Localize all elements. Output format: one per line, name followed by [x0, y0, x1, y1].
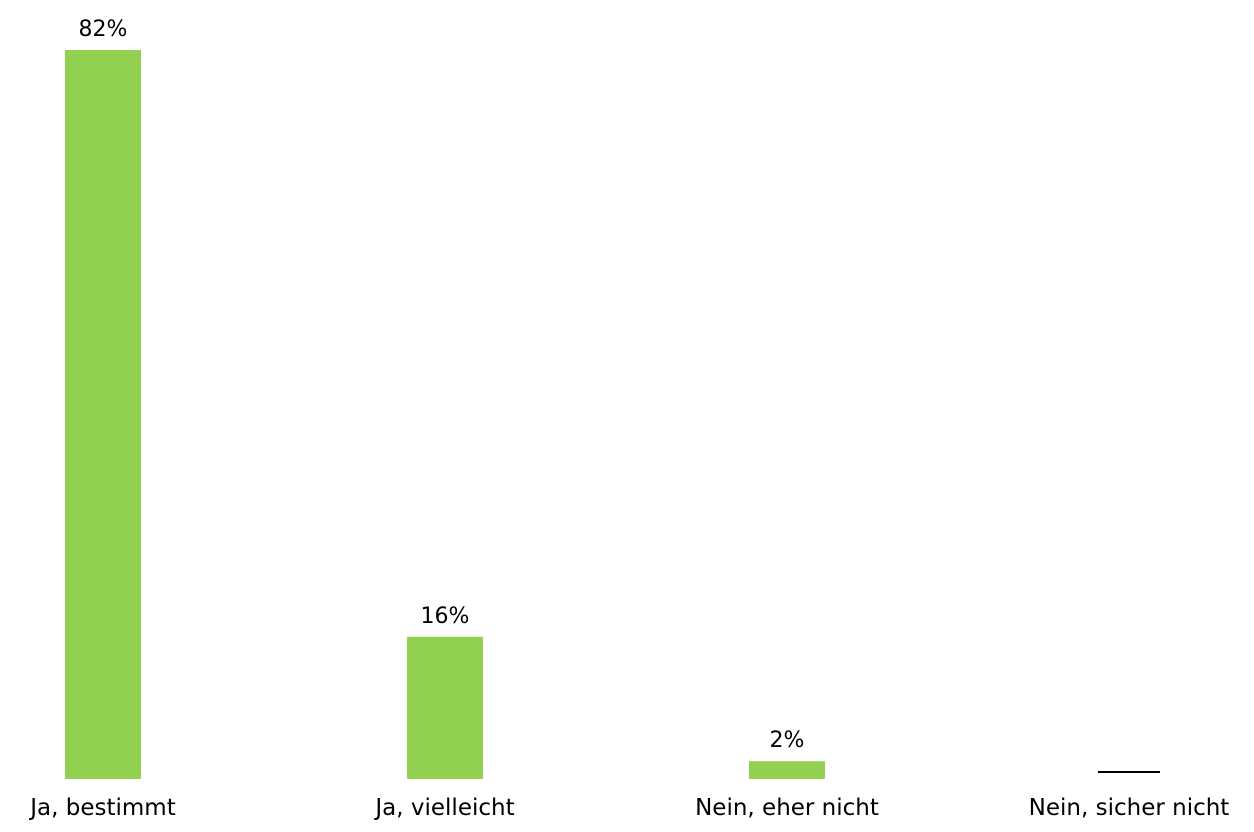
value-label-2: 16%: [421, 604, 470, 629]
category-label-1: Ja, bestimmt: [28, 795, 175, 821]
bar-2: [407, 636, 483, 779]
value-labels-layer: 82% 16% 2%: [79, 17, 805, 753]
value-label-1: 82%: [79, 17, 128, 42]
value-label-3: 2%: [770, 728, 805, 753]
bars-layer: [65, 50, 1160, 779]
category-labels-layer: Ja, bestimmt Ja, vielleicht Nein, eher nic…: [28, 795, 1229, 821]
bar-3: [749, 761, 825, 779]
bar-1: [65, 50, 141, 779]
category-label-4: Nein, sicher nicht: [1029, 795, 1230, 821]
category-label-2: Ja, vielleicht: [373, 795, 514, 821]
category-label-3: Nein, eher nicht: [695, 795, 879, 821]
